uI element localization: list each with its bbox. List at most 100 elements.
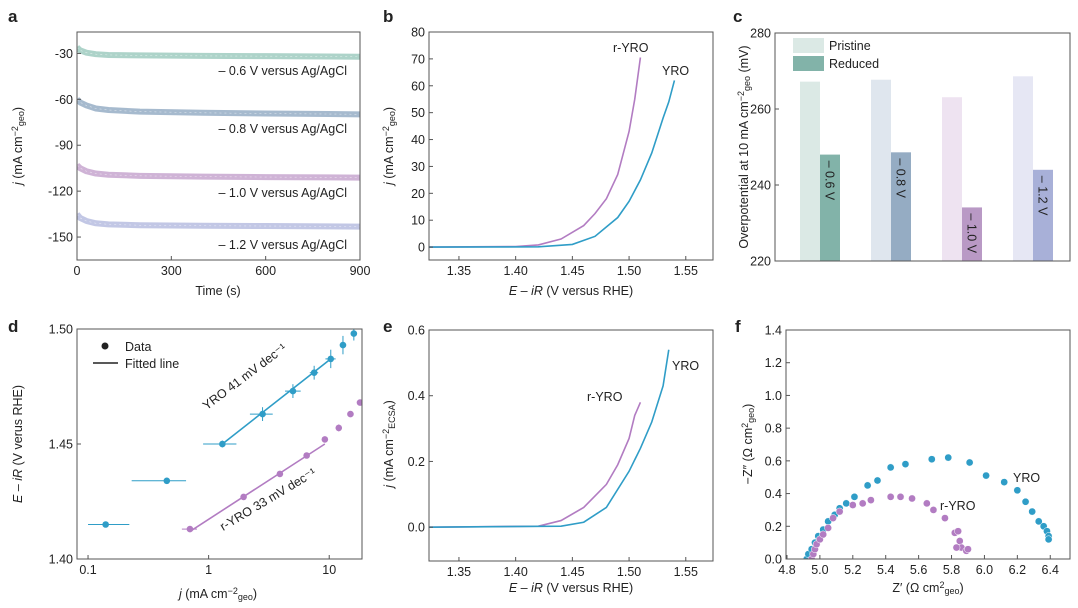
slope-annotation: r-YRO 33 mV dec⁻¹ (217, 465, 318, 533)
data-point (163, 477, 171, 485)
y-tick-label: 0.6 (408, 324, 425, 338)
y-tick-label: 40 (411, 133, 425, 147)
data-point (886, 492, 895, 501)
data-point (102, 521, 109, 528)
x-axis-label: E – iR (V versus RHE) (509, 581, 633, 595)
series-label: r-YRO (587, 390, 623, 404)
bar-label: – 0.6 V (823, 161, 837, 201)
y-axis-label-part: −Z″ (Ω cm (741, 428, 755, 484)
x-axis-label-part: Time (s) (195, 284, 240, 298)
y-axis-label-part: ) (11, 107, 25, 111)
y-tick-label: 10 (411, 214, 425, 228)
series-label: – 0.6 V versus Ag/AgCl (218, 64, 347, 78)
bar-pristine (942, 97, 962, 261)
data-point (824, 524, 832, 532)
data-point (1021, 497, 1030, 506)
y-tick-label: 1.2 (765, 356, 782, 370)
bar-pristine (800, 81, 820, 261)
x-tick-label: 1.55 (674, 264, 698, 278)
y-axis-label-part: j (11, 181, 25, 187)
x-axis-label-part: – (517, 581, 531, 595)
y-axis-label-part: Overpotential at 10 mA cm (737, 101, 751, 248)
x-tick-label: 1.50 (617, 264, 641, 278)
panel-b: b 0 10 20 30 40 50 60 70 80 1.35 1.40 1.45 1.50 1.55 r-… (383, 7, 714, 278)
data-point (1028, 507, 1037, 516)
x-tick-label: 1 (205, 563, 212, 577)
x-axis-label-part: – (517, 284, 531, 298)
data-point (321, 436, 329, 443)
x-tick-label: 0 (74, 264, 81, 278)
data-point (863, 481, 872, 490)
data-point (240, 493, 247, 501)
series-line-r-yro (429, 401, 642, 528)
y-axis-label-part: 2 (740, 423, 750, 428)
x-tick-label: 6.2 (1009, 563, 1026, 577)
y-tick-label: 260 (750, 103, 771, 117)
x-tick-label: 0.1 (79, 563, 96, 577)
series-band (77, 97, 360, 118)
x-axis-label-part: (mA cm (182, 587, 228, 601)
y-tick-label: 0 (418, 241, 425, 255)
bar-label: – 1.0 V (965, 213, 979, 253)
series-band (77, 45, 360, 60)
data-point (347, 410, 354, 418)
panel-letter: c (733, 7, 742, 26)
y-tick-label: 0.2 (408, 455, 425, 469)
panel-a: a -30 -60 -90 -120 -150 0 300 600 900 – 0.6 V vers… (8, 7, 370, 278)
y-tick-label: 50 (411, 106, 425, 120)
bar-reduced (962, 207, 982, 261)
y-axis-label-part: – (11, 481, 25, 495)
y-axis-label-part: −2 (381, 126, 391, 136)
series-line-yro (429, 80, 676, 248)
y-axis-label-part: (mA cm (11, 136, 25, 182)
y-tick-label: 280 (750, 27, 771, 41)
y-axis-label: j (mA cm−2ECSA) (381, 400, 397, 490)
y-tick-label: 1.50 (49, 323, 73, 337)
data-point (850, 492, 859, 501)
data-point (886, 463, 895, 472)
x-axis-label-part: −2 (228, 586, 238, 596)
y-axis-label-part: geo (742, 76, 752, 91)
data-point (873, 476, 882, 485)
plot-area (429, 57, 676, 248)
data-point (356, 399, 362, 406)
x-axis-label-part: geo (238, 592, 253, 602)
series-label: r-YRO (940, 499, 976, 513)
data-point (955, 537, 964, 545)
data-point (335, 424, 343, 432)
y-axis-label-part: −2 (736, 91, 746, 101)
panel-letter: f (735, 317, 741, 336)
x-tick-label: 5.8 (943, 563, 960, 577)
data-point (954, 527, 962, 536)
x-tick-label: 10 (322, 563, 336, 577)
bar-label: – 1.2 V (1036, 176, 1050, 216)
x-axis-label-part: ) (253, 587, 257, 601)
series-label: YRO (672, 359, 699, 373)
series-markers (77, 47, 360, 58)
panel-e: e 0.0 0.2 0.4 0.6 1.35 1.40 1.45 1.50 1.55 r-YRO YR… (383, 317, 714, 579)
y-axis-label-part: (V verus RHE) (11, 385, 25, 469)
x-tick-label: 5.0 (811, 563, 828, 577)
x-axis-label-part: geo (944, 586, 959, 596)
legend-label: Reduced (829, 57, 879, 71)
plot-area (429, 349, 670, 528)
data-point (819, 530, 828, 539)
bar-pristine (1013, 76, 1033, 261)
x-tick-label: 6.4 (1042, 563, 1059, 577)
series-label: – 0.8 V versus Ag/AgCl (218, 122, 347, 136)
x-tick-label: 1.50 (617, 565, 641, 579)
plot-area (77, 45, 360, 230)
y-axis-label-part: −2 (381, 429, 391, 439)
x-axis-label-part: iR (531, 581, 543, 595)
data-point (848, 501, 857, 509)
data-point (829, 514, 837, 522)
y-axis-label: Overpotential at 10 mA cm−2geo (mV) (736, 45, 752, 248)
axes-frame (785, 329, 1071, 560)
series-label: YRO (1013, 471, 1040, 485)
axes-frame (428, 31, 714, 261)
x-axis-label: E – iR (V versus RHE) (509, 284, 633, 298)
data-point (952, 543, 961, 552)
x-tick-label: 5.4 (877, 563, 894, 577)
y-tick-label: 80 (411, 26, 425, 40)
